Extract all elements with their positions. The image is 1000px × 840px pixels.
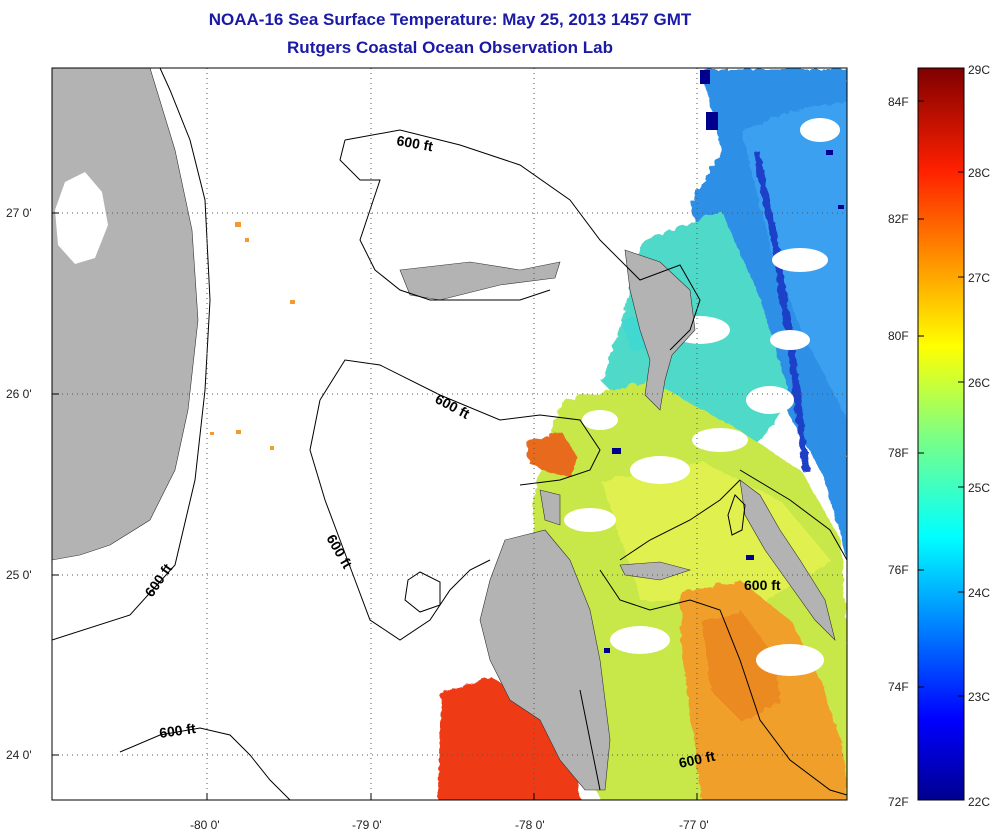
cold-specks (604, 70, 844, 653)
colorbar-celsius-label: 29C (968, 63, 991, 77)
colorbar-celsius-label: 24C (968, 586, 991, 600)
contour-label: 600 ft (158, 720, 197, 741)
contour-label: 600 ft (395, 132, 434, 154)
lat-label: 24 0' (6, 748, 32, 762)
colorbar-fahrenheit-label: 84F (888, 95, 909, 109)
colorbar-fahrenheit-label: 80F (888, 329, 909, 343)
colorbar-celsius-label: 23C (968, 690, 991, 704)
colorbar-celsius-label: 27C (968, 271, 991, 285)
scattered-pixels (210, 222, 295, 450)
cloud-mask (564, 118, 840, 676)
grid (52, 68, 847, 800)
colorbar (917, 67, 965, 801)
colorbar-fahrenheit-label: 74F (888, 680, 909, 694)
colorbar-fahrenheit-label: 82F (888, 212, 909, 226)
lake-okeechobee (55, 172, 108, 264)
colorbar-celsius-label: 25C (968, 481, 991, 495)
colorbar-celsius-label: 26C (968, 376, 991, 390)
depth-contours (52, 68, 847, 800)
lat-label: 25 0' (6, 568, 32, 582)
map-title: NOAA-16 Sea Surface Temperature: May 25,… (208, 10, 692, 29)
lon-label: -79 0' (352, 818, 382, 832)
colorbar-ticks (918, 100, 964, 697)
colorbar-fahrenheit-label: 72F (888, 795, 909, 809)
lon-label: -80 0' (190, 818, 220, 832)
map-frame (51, 67, 848, 801)
map-subtitle: Rutgers Coastal Ocean Observation Lab (287, 38, 613, 57)
lon-label: -77 0' (679, 818, 709, 832)
colorbar-celsius-label: 22C (968, 795, 991, 809)
colorbar-celsius-label: 28C (968, 166, 991, 180)
map-ticks (52, 212, 698, 800)
lat-label: 27 0' (6, 206, 32, 220)
colorbar-fahrenheit-label: 76F (888, 563, 909, 577)
lat-label: 26 0' (6, 387, 32, 401)
colorbar-fahrenheit-label: 78F (888, 446, 909, 460)
contour-label: 600 ft (744, 577, 781, 593)
contour-label: 600 ft (677, 748, 716, 771)
lon-label: -78 0' (515, 818, 545, 832)
